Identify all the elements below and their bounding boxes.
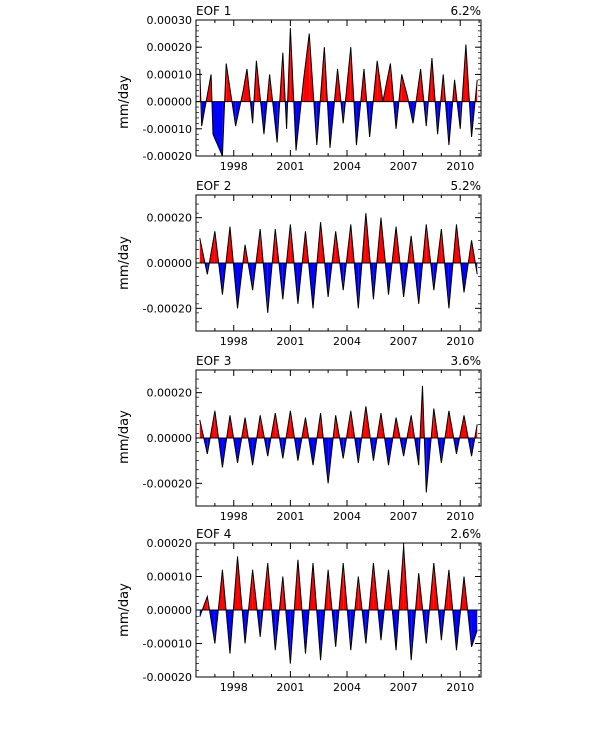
x-tick-label: 2007	[390, 160, 418, 173]
y-tick-label: -0.00020	[143, 477, 192, 490]
y-tick-label: 0.00000	[147, 257, 193, 270]
y-tick-label: -0.00020	[143, 150, 192, 163]
panel-eof-1: EOF 1 6.2% mm/day -0.00020 -0.00010 0.0000…	[117, 4, 482, 173]
panel-variance: 2.6%	[451, 527, 482, 541]
x-tick-label: 1998	[220, 510, 248, 523]
y-tick-label: -0.00020	[143, 302, 192, 315]
y-tick-label: 0.00020	[147, 537, 193, 550]
panel-variance: 6.2%	[451, 4, 482, 18]
x-tick-label: 2010	[446, 510, 474, 523]
x-tick-label: 2001	[276, 681, 304, 694]
panel-title: EOF 3	[196, 354, 231, 368]
y-tick-label: -0.00020	[143, 671, 192, 684]
x-tick-label: 2007	[390, 510, 418, 523]
x-tick-label: 2007	[390, 335, 418, 348]
negative-area	[471, 610, 478, 647]
x-tick-label: 2001	[276, 160, 304, 173]
panel-title: EOF 2	[196, 179, 231, 193]
series-line	[199, 385, 478, 493]
panel-title: EOF 1	[196, 4, 231, 18]
x-tick-label: 1998	[220, 681, 248, 694]
y-tick-label: 0.00010	[147, 571, 193, 584]
x-tick-label: 2010	[446, 160, 474, 173]
positive-area	[303, 33, 310, 102]
x-tick-label: 2004	[333, 335, 361, 348]
series-line	[199, 546, 478, 664]
panel-variance: 3.6%	[451, 354, 482, 368]
x-tick-label: 1998	[220, 335, 248, 348]
x-tick-label: 2007	[390, 681, 418, 694]
series-line	[199, 28, 478, 157]
plot-frame	[195, 19, 482, 157]
y-tick-label: 0.00000	[147, 432, 193, 445]
x-tick-label: 2010	[446, 335, 474, 348]
series-line	[199, 213, 478, 313]
panel-eof-2: EOF 2 5.2% mm/day -0.00020 0.00000 0.00020…	[117, 179, 482, 348]
y-axis-label: mm/day	[117, 583, 132, 637]
y-axis-label: mm/day	[117, 236, 132, 290]
panel-variance: 5.2%	[451, 179, 482, 193]
y-tick-label: 0.00030	[147, 14, 193, 27]
y-tick-label: 0.00000	[147, 96, 193, 109]
y-tick-label: -0.00010	[143, 638, 192, 651]
x-tick-label: 2001	[276, 335, 304, 348]
y-tick-label: 0.00010	[147, 68, 193, 81]
y-axis-label: mm/day	[117, 75, 132, 129]
x-tick-label: 2004	[333, 681, 361, 694]
y-tick-label: 0.00000	[147, 604, 193, 617]
x-tick-label: 2010	[446, 681, 474, 694]
x-tick-label: 2001	[276, 510, 304, 523]
panel-title: EOF 4	[196, 527, 231, 541]
y-axis-label: mm/day	[117, 410, 132, 464]
x-tick-label: 2004	[333, 160, 361, 173]
x-tick-label: 1998	[220, 160, 248, 173]
y-tick-label: -0.00010	[143, 123, 192, 136]
negative-area	[212, 101, 223, 156]
panel-eof-3: EOF 3 3.6% mm/day -0.00020 0.00000 0.00020…	[117, 354, 482, 523]
y-tick-label: 0.00020	[147, 41, 193, 54]
y-tick-label: 0.00020	[147, 212, 193, 225]
panel-eof-4: EOF 4 2.6% mm/day -0.00020 -0.00010 0.0000…	[117, 527, 482, 694]
y-tick-label: 0.00020	[147, 387, 193, 400]
x-tick-label: 2004	[333, 510, 361, 523]
